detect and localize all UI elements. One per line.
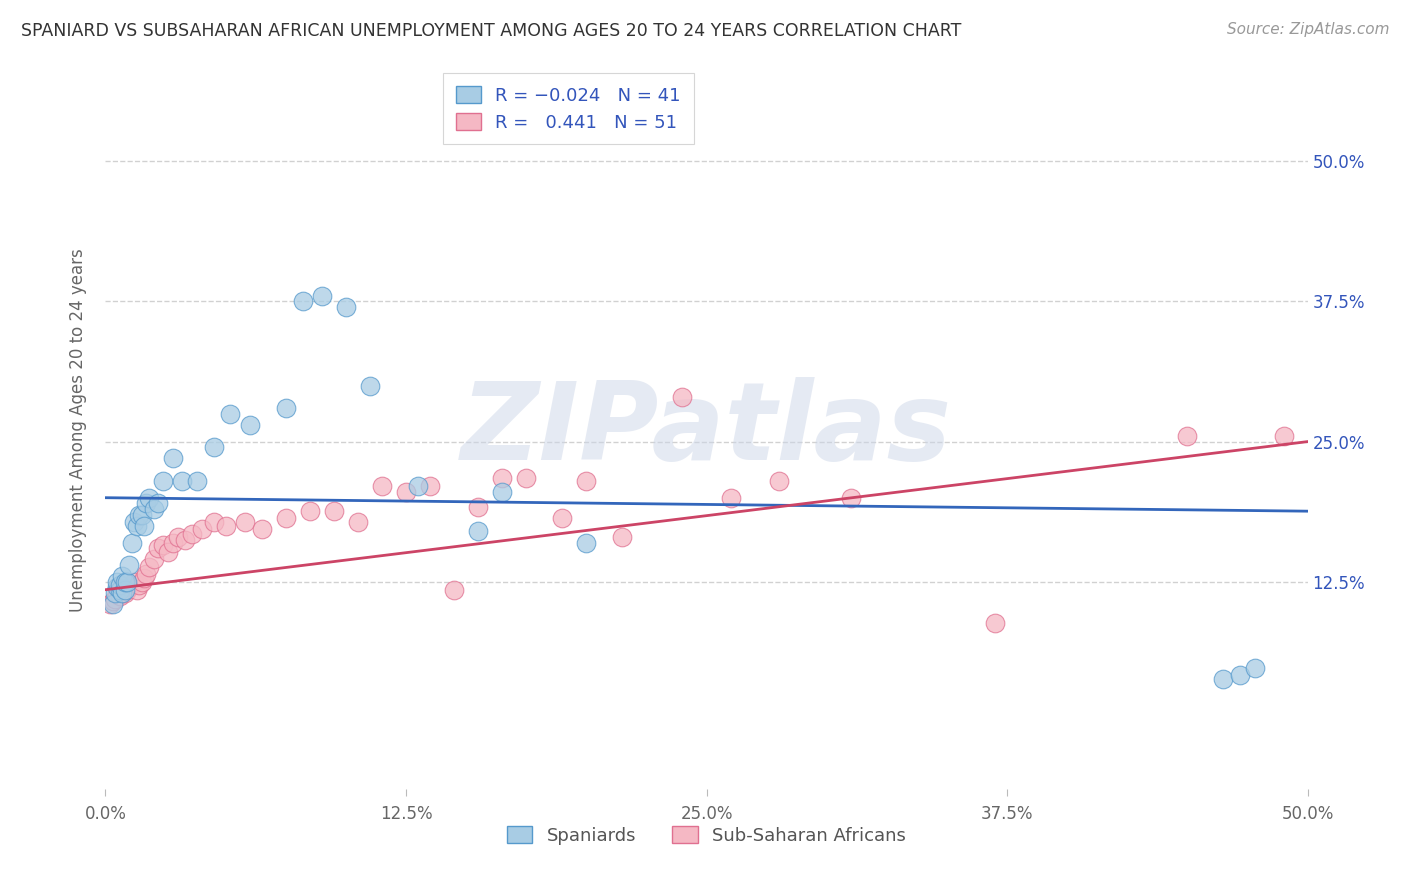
Point xyxy=(104,586,127,600)
Point xyxy=(575,474,598,488)
Point xyxy=(406,479,429,493)
Point xyxy=(101,594,124,608)
Point xyxy=(181,526,204,541)
Point xyxy=(173,533,195,548)
Point xyxy=(135,567,157,582)
Point xyxy=(250,522,273,536)
Point xyxy=(118,581,141,595)
Point xyxy=(395,485,418,500)
Point xyxy=(125,582,148,597)
Point xyxy=(111,586,134,600)
Point xyxy=(132,572,155,586)
Point xyxy=(1229,668,1251,682)
Point xyxy=(491,470,513,484)
Point xyxy=(107,586,129,600)
Point xyxy=(839,491,862,505)
Legend: Spaniards, Sub-Saharan Africans: Spaniards, Sub-Saharan Africans xyxy=(496,815,917,855)
Point xyxy=(114,574,136,589)
Point xyxy=(575,535,598,549)
Point xyxy=(190,522,212,536)
Point xyxy=(1177,429,1199,443)
Point xyxy=(152,538,174,552)
Point xyxy=(101,597,124,611)
Point xyxy=(111,582,134,597)
Point xyxy=(612,530,634,544)
Point xyxy=(128,508,150,522)
Point xyxy=(114,582,136,597)
Point xyxy=(443,582,465,597)
Point xyxy=(107,574,129,589)
Point xyxy=(166,530,188,544)
Point xyxy=(131,508,153,522)
Point xyxy=(359,378,381,392)
Point xyxy=(419,479,441,493)
Point xyxy=(291,294,314,309)
Point xyxy=(132,518,155,533)
Point xyxy=(124,574,146,589)
Point xyxy=(298,504,321,518)
Point xyxy=(551,511,574,525)
Point xyxy=(202,516,225,530)
Point xyxy=(239,417,262,432)
Point xyxy=(322,504,344,518)
Point xyxy=(274,401,297,415)
Point xyxy=(98,597,121,611)
Point xyxy=(108,578,131,592)
Point xyxy=(515,470,537,484)
Point xyxy=(984,616,1007,631)
Point xyxy=(671,390,693,404)
Point xyxy=(335,300,357,314)
Point xyxy=(214,518,236,533)
Point xyxy=(148,541,170,556)
Point xyxy=(233,516,256,530)
Point xyxy=(148,496,170,510)
Point xyxy=(768,474,790,488)
Point xyxy=(131,574,153,589)
Point xyxy=(111,569,134,583)
Point xyxy=(124,516,146,530)
Point xyxy=(172,474,194,488)
Point xyxy=(135,496,157,510)
Point xyxy=(121,535,143,549)
Point xyxy=(491,485,513,500)
Point xyxy=(125,518,148,533)
Y-axis label: Unemployment Among Ages 20 to 24 years: Unemployment Among Ages 20 to 24 years xyxy=(69,249,87,612)
Point xyxy=(104,591,127,606)
Point xyxy=(114,586,136,600)
Point xyxy=(311,289,333,303)
Text: Source: ZipAtlas.com: Source: ZipAtlas.com xyxy=(1226,22,1389,37)
Point xyxy=(274,511,297,525)
Point xyxy=(142,502,165,516)
Point xyxy=(156,544,179,558)
Point xyxy=(186,474,208,488)
Point xyxy=(347,516,370,530)
Point xyxy=(108,590,131,604)
Point xyxy=(121,578,143,592)
Text: SPANIARD VS SUBSAHARAN AFRICAN UNEMPLOYMENT AMONG AGES 20 TO 24 YEARS CORRELATIO: SPANIARD VS SUBSAHARAN AFRICAN UNEMPLOYM… xyxy=(21,22,962,40)
Point xyxy=(162,451,184,466)
Point xyxy=(152,474,174,488)
Point xyxy=(1272,429,1295,443)
Point xyxy=(107,581,129,595)
Point xyxy=(202,440,225,454)
Point xyxy=(467,500,489,514)
Point xyxy=(1212,673,1234,687)
Point xyxy=(162,535,184,549)
Point xyxy=(115,574,138,589)
Point xyxy=(118,558,141,572)
Point xyxy=(219,407,242,421)
Point xyxy=(371,479,394,493)
Point xyxy=(720,491,742,505)
Point xyxy=(467,524,489,539)
Point xyxy=(1243,661,1265,675)
Point xyxy=(128,578,150,592)
Point xyxy=(108,582,131,597)
Text: ZIPatlas: ZIPatlas xyxy=(461,377,952,483)
Point xyxy=(115,582,138,597)
Point xyxy=(138,491,160,505)
Point xyxy=(138,560,160,574)
Point xyxy=(142,552,165,566)
